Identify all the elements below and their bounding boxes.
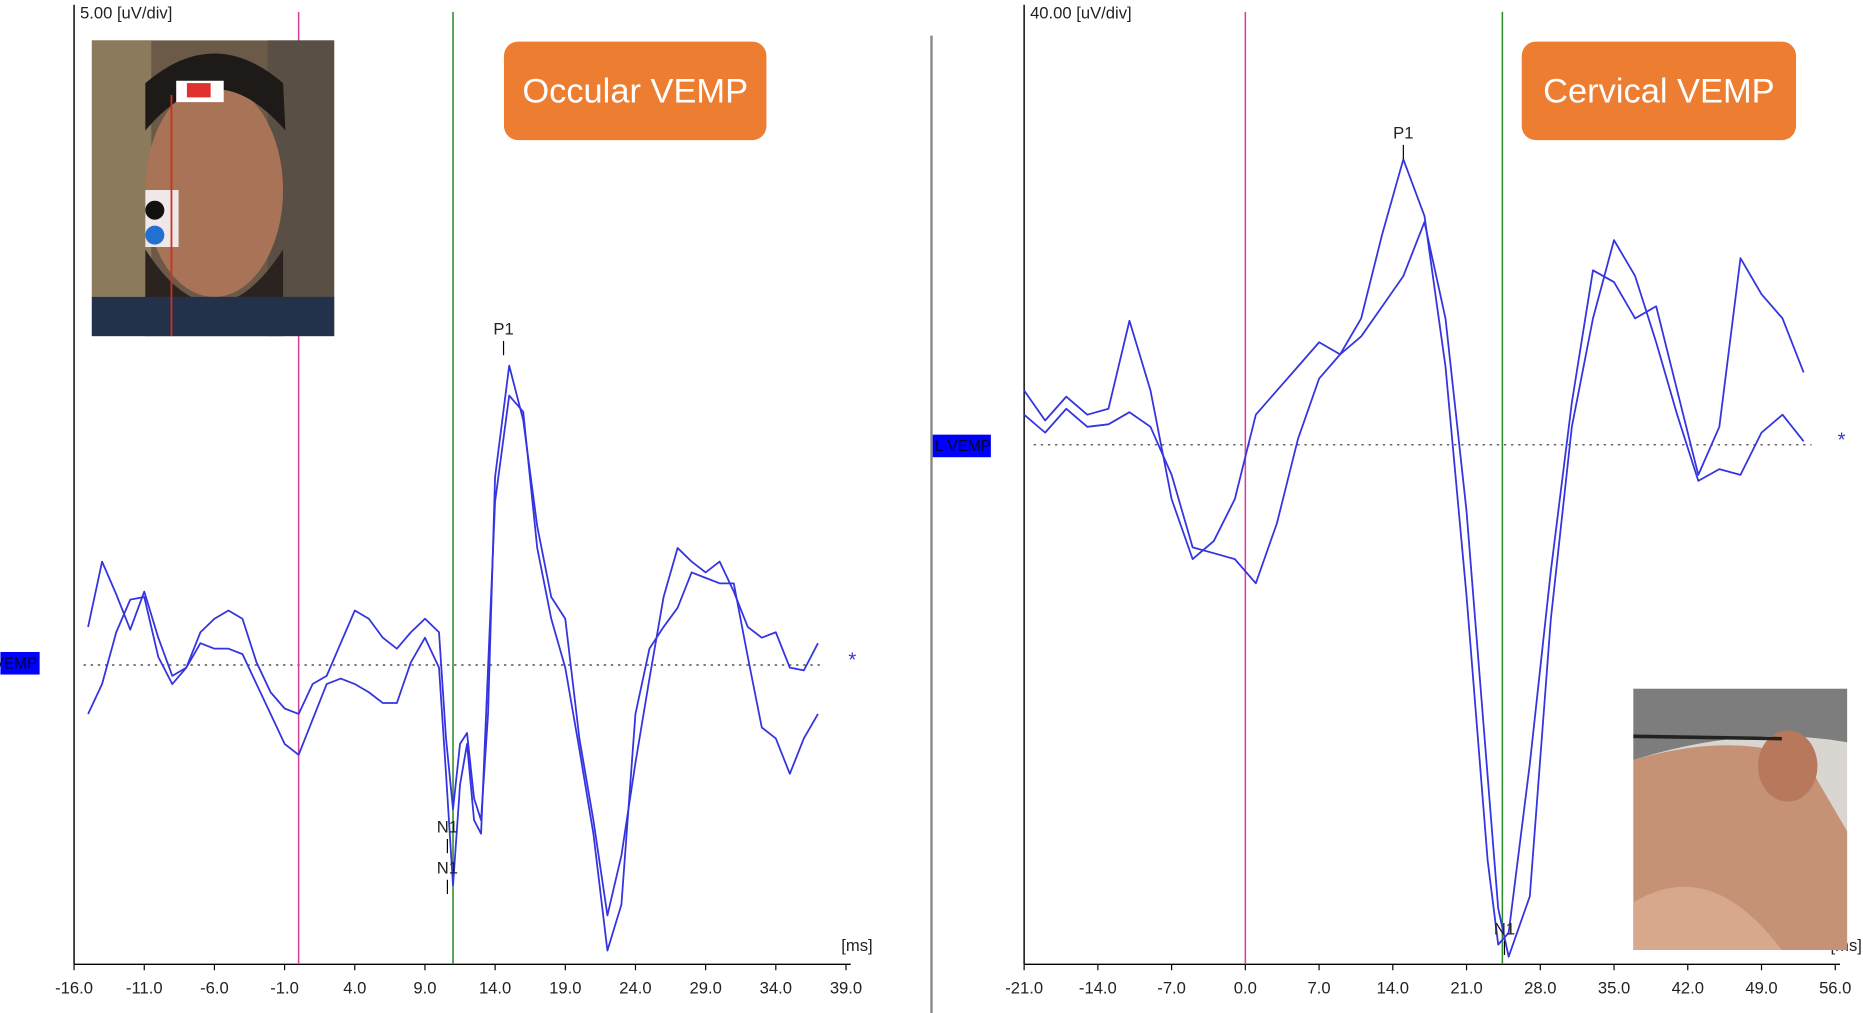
x-unit-label: [ms] bbox=[841, 936, 872, 955]
channel-label-box bbox=[932, 434, 991, 458]
x-tick-label: -6.0 bbox=[200, 979, 229, 998]
title-box bbox=[1521, 41, 1797, 141]
series-marker: * bbox=[1838, 430, 1846, 452]
x-tick-label: 9.0 bbox=[413, 979, 436, 998]
x-tick-label: 56.0 bbox=[1819, 979, 1851, 998]
x-tick-label: 21.0 bbox=[1450, 979, 1482, 998]
peak-label: P1 bbox=[1393, 124, 1413, 143]
x-tick-label: 35.0 bbox=[1598, 979, 1630, 998]
channel-label-box bbox=[0, 651, 40, 675]
x-tick-label: -16.0 bbox=[55, 979, 93, 998]
peak-label: N1 bbox=[1494, 919, 1515, 938]
x-tick-label: 0.0 bbox=[1234, 979, 1257, 998]
x-tick-label: 24.0 bbox=[619, 979, 651, 998]
x-tick-label: -11.0 bbox=[126, 979, 163, 998]
x-tick-label: 39.0 bbox=[830, 979, 862, 998]
peak-label: N1 bbox=[437, 818, 458, 837]
x-tick-label: -1.0 bbox=[270, 979, 299, 998]
x-tick-label: 49.0 bbox=[1745, 979, 1777, 998]
x-tick-label: -14.0 bbox=[1079, 979, 1117, 998]
x-tick-label: 29.0 bbox=[689, 979, 721, 998]
channel-label: L VEMP bbox=[935, 438, 991, 455]
waveform bbox=[87, 394, 819, 952]
scale-label: 40.00 [uV/div] bbox=[1030, 4, 1132, 23]
chart-title: Cervical VEMP bbox=[1543, 72, 1774, 110]
face-photo bbox=[91, 40, 335, 337]
peak-label: P1 bbox=[493, 320, 513, 339]
x-tick-label: 14.0 bbox=[1377, 979, 1409, 998]
x-tick-label: 4.0 bbox=[343, 979, 366, 998]
series-marker: * bbox=[848, 650, 856, 672]
plot-panel: -21.0 -14.0 -7.0 0.0 7.0 14.0 21.0 28.0 35.0 42.0… bbox=[932, 4, 1862, 998]
scale-label: 5.00 [uV/div] bbox=[80, 4, 172, 23]
neck-photo bbox=[1633, 688, 1848, 951]
channel-label: VEMP bbox=[0, 656, 37, 673]
x-tick-label: 34.0 bbox=[760, 979, 792, 998]
waveform bbox=[87, 364, 819, 917]
waveform bbox=[1023, 158, 1805, 946]
waveform bbox=[1023, 221, 1805, 958]
x-tick-label: 7.0 bbox=[1308, 979, 1331, 998]
plot-panel: -16.0 -11.0 -6.0 -1.0 4.0 9.0 14.0 19.0 24.0 29.0… bbox=[0, 4, 873, 998]
x-tick-label: -7.0 bbox=[1157, 979, 1186, 998]
x-tick-label: 42.0 bbox=[1672, 979, 1704, 998]
title-box bbox=[503, 41, 767, 141]
x-tick-label: 19.0 bbox=[549, 979, 581, 998]
peak-label: N1 bbox=[437, 858, 458, 877]
chart-title: Occular VEMP bbox=[522, 72, 748, 110]
x-tick-label: 28.0 bbox=[1524, 979, 1556, 998]
x-tick-label: 14.0 bbox=[479, 979, 511, 998]
x-tick-label: -21.0 bbox=[1005, 979, 1043, 998]
